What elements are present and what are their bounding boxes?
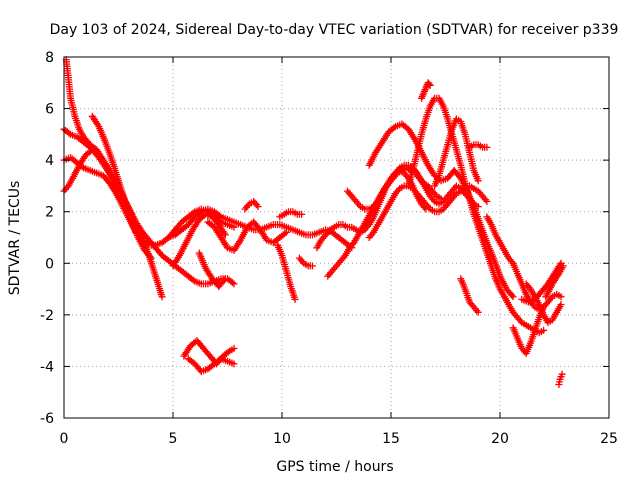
series-arc-22 [418, 79, 434, 102]
x-tick-label: 5 [169, 431, 178, 447]
plus-marker-trace [88, 112, 155, 262]
plus-marker-trace [60, 154, 238, 249]
x-axis-label: GPS time / hours [276, 459, 393, 475]
y-tick-label: -2 [40, 308, 54, 324]
series-arc-31 [555, 370, 566, 388]
plus-marker-trace [518, 259, 565, 306]
plus-marker-trace [365, 182, 491, 241]
y-tick-label: 2 [45, 205, 54, 221]
plus-marker-trace [324, 164, 445, 280]
plus-marker-trace [365, 120, 517, 301]
series-arc-08 [165, 205, 356, 252]
plus-marker-trace [343, 161, 482, 213]
y-axis-label: SDTVAR / TECUs [7, 181, 23, 296]
series-arc-03 [60, 154, 238, 249]
plus-marker-trace [184, 355, 238, 376]
y-tick-label: -4 [40, 359, 54, 375]
plus-marker-trace [418, 79, 434, 102]
series-arc-30 [542, 262, 567, 301]
plus-marker-trace [276, 208, 306, 221]
plus-marker-trace [457, 275, 482, 316]
series-arc-19 [365, 182, 491, 241]
x-tick-label: 10 [273, 431, 291, 447]
plus-marker-trace [274, 241, 299, 303]
series-arc-24 [466, 141, 491, 151]
series-arc-07 [184, 355, 238, 376]
plus-marker-trace [542, 262, 567, 301]
x-tick-label: 20 [491, 431, 509, 447]
series-arc-29 [518, 259, 565, 306]
series-arc-14 [274, 241, 299, 303]
plus-marker-trace [522, 280, 565, 327]
y-tick-label: -6 [40, 411, 54, 427]
plus-marker-trace [555, 370, 566, 388]
series-arc-17 [324, 164, 445, 280]
plus-marker-trace [241, 197, 262, 213]
plus-marker-trace [165, 205, 356, 252]
plus-marker-trace [431, 115, 482, 190]
plus-marker-trace [195, 249, 229, 290]
series-arc-18 [343, 161, 482, 213]
y-tick-label: 4 [45, 153, 54, 169]
series-arc-25 [457, 275, 482, 316]
x-tick-label: 0 [60, 431, 69, 447]
y-tick-label: 0 [45, 256, 54, 272]
x-tick-label: 15 [382, 431, 400, 447]
series-arc-05 [88, 112, 155, 262]
plus-marker-trace [404, 94, 548, 337]
plus-marker-trace [295, 254, 316, 270]
series-arc-23 [431, 115, 482, 190]
series-arc-28 [522, 280, 565, 327]
series-arc-15 [295, 254, 316, 270]
series-arc-09 [204, 218, 290, 254]
plus-marker-trace [466, 141, 491, 151]
axis-ticks: 0 5 10 15 20 25 -6 -4 -2 0 2 4 6 8 [40, 50, 618, 447]
series-arc-21 [404, 94, 548, 337]
x-tick-label: 25 [600, 431, 618, 447]
chart-title: Day 103 of 2024, Sidereal Day-to-day VTE… [50, 22, 619, 38]
series-arc-11 [195, 249, 229, 290]
data-marks [60, 56, 567, 388]
plot-frame [63, 56, 610, 419]
plus-marker-trace [204, 218, 290, 254]
series-arc-13 [276, 208, 306, 221]
series-arc-12 [241, 197, 262, 213]
series-arc-10 [169, 210, 229, 270]
plus-marker-trace [169, 210, 229, 270]
y-tick-label: 6 [45, 102, 54, 118]
y-tick-label: 8 [45, 50, 54, 66]
series-arc-20 [365, 120, 517, 301]
